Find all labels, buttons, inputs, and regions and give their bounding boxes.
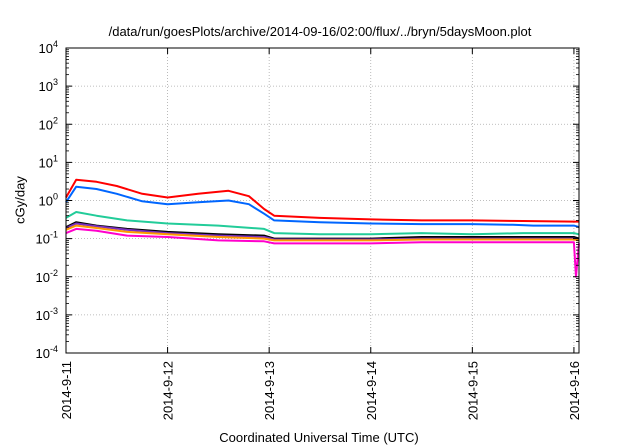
x-tick-label: 2014-9-14 [364,361,379,420]
y-tick-label: 103 [39,77,58,94]
y-tick-label: 10-2 [36,268,58,285]
x-tick-label: 2014-9-16 [567,361,582,420]
series-line-3 [65,211,580,236]
y-tick-label: 102 [39,115,58,132]
series-line-6 [65,224,580,242]
x-tick-label: 2014-9-11 [59,361,74,419]
chart-title: /data/run/goesPlots/archive/2014-09-16/0… [108,24,532,39]
x-tick-label: 2014-9-13 [262,361,277,420]
y-tick-label: 10-3 [36,306,58,323]
y-tick-label: 101 [39,153,58,170]
y-tick-label: 10-1 [36,230,58,247]
x-axis-label: Coordinated Universal Time (UTC) [219,430,419,445]
y-tick-label: 100 [39,192,58,209]
series-line-1 [65,178,579,223]
x-tick-label: 2014-9-12 [161,361,176,420]
series-line-2 [65,185,580,229]
y-axis-label: cGy/day [12,176,28,224]
y-tick-label: 10-4 [36,344,58,361]
x-tick-label: 2014-9-15 [465,361,480,420]
series-line-7 [65,227,580,278]
y-tick-label: 104 [39,39,58,56]
